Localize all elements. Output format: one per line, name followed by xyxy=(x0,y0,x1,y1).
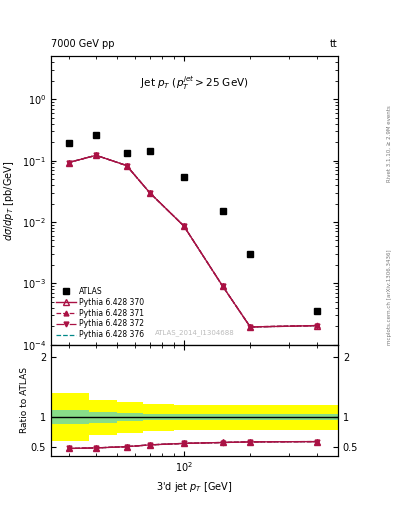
Pythia 6.428 371 xyxy=(66,159,71,165)
Pythia 6.428 372 xyxy=(66,159,71,165)
Pythia 6.428 371 xyxy=(314,323,319,329)
Pythia 6.428 372 xyxy=(124,162,129,168)
Pythia 6.428 371 xyxy=(182,223,186,229)
Pythia 6.428 376 xyxy=(248,324,253,330)
Pythia 6.428 376 xyxy=(220,283,225,289)
Pythia 6.428 376 xyxy=(147,189,152,196)
Text: ATLAS_2014_I1304688: ATLAS_2014_I1304688 xyxy=(155,329,234,336)
Pythia 6.428 372 xyxy=(314,323,319,329)
Pythia 6.428 370 xyxy=(314,323,319,329)
Pythia 6.428 371 xyxy=(94,152,99,158)
Text: Rivet 3.1.10, ≥ 2.9M events: Rivet 3.1.10, ≥ 2.9M events xyxy=(387,105,392,182)
Pythia 6.428 370 xyxy=(94,152,99,158)
Pythia 6.428 371 xyxy=(124,162,129,168)
Pythia 6.428 370 xyxy=(220,283,225,289)
ATLAS xyxy=(147,147,152,154)
Pythia 6.428 370 xyxy=(147,189,152,196)
Pythia 6.428 370 xyxy=(66,159,71,165)
Text: mcplots.cern.ch [arXiv:1306.3436]: mcplots.cern.ch [arXiv:1306.3436] xyxy=(387,249,392,345)
Line: ATLAS: ATLAS xyxy=(65,132,320,314)
Pythia 6.428 372 xyxy=(220,283,225,289)
Pythia 6.428 371 xyxy=(220,283,225,289)
ATLAS xyxy=(182,174,186,180)
Pythia 6.428 376 xyxy=(94,152,99,158)
Pythia 6.428 376 xyxy=(66,159,71,165)
Legend: ATLAS, Pythia 6.428 370, Pythia 6.428 371, Pythia 6.428 372, Pythia 6.428 376: ATLAS, Pythia 6.428 370, Pythia 6.428 37… xyxy=(55,285,145,341)
Y-axis label: Ratio to ATLAS: Ratio to ATLAS xyxy=(20,367,29,433)
Pythia 6.428 372 xyxy=(182,223,186,229)
Y-axis label: $d\sigma/dp_{T}$ [pb/GeV]: $d\sigma/dp_{T}$ [pb/GeV] xyxy=(2,160,17,241)
Pythia 6.428 370 xyxy=(124,162,129,168)
ATLAS xyxy=(94,132,99,138)
ATLAS xyxy=(314,308,319,314)
Line: Pythia 6.428 371: Pythia 6.428 371 xyxy=(66,153,319,329)
Pythia 6.428 371 xyxy=(248,324,253,330)
ATLAS xyxy=(248,251,253,257)
Pythia 6.428 370 xyxy=(248,324,253,330)
Pythia 6.428 376 xyxy=(124,162,129,168)
ATLAS xyxy=(124,150,129,156)
Line: Pythia 6.428 372: Pythia 6.428 372 xyxy=(66,153,319,330)
Pythia 6.428 372 xyxy=(147,189,152,196)
Line: Pythia 6.428 370: Pythia 6.428 370 xyxy=(66,153,320,330)
Text: 7000 GeV pp: 7000 GeV pp xyxy=(51,38,115,49)
Pythia 6.428 370 xyxy=(182,223,186,229)
Pythia 6.428 372 xyxy=(248,324,253,330)
Text: Jet $p_{T}$ ($p_{T}^{jet}>25$ GeV): Jet $p_{T}$ ($p_{T}^{jet}>25$ GeV) xyxy=(140,74,249,92)
ATLAS xyxy=(220,208,225,214)
Line: Pythia 6.428 376: Pythia 6.428 376 xyxy=(68,155,317,327)
Pythia 6.428 372 xyxy=(94,152,99,158)
Pythia 6.428 371 xyxy=(147,189,152,196)
Pythia 6.428 376 xyxy=(314,323,319,329)
Text: tt: tt xyxy=(330,38,338,49)
Pythia 6.428 376 xyxy=(182,223,186,229)
ATLAS xyxy=(66,140,71,146)
X-axis label: 3'd jet $p_{T}$ [GeV]: 3'd jet $p_{T}$ [GeV] xyxy=(156,480,233,494)
